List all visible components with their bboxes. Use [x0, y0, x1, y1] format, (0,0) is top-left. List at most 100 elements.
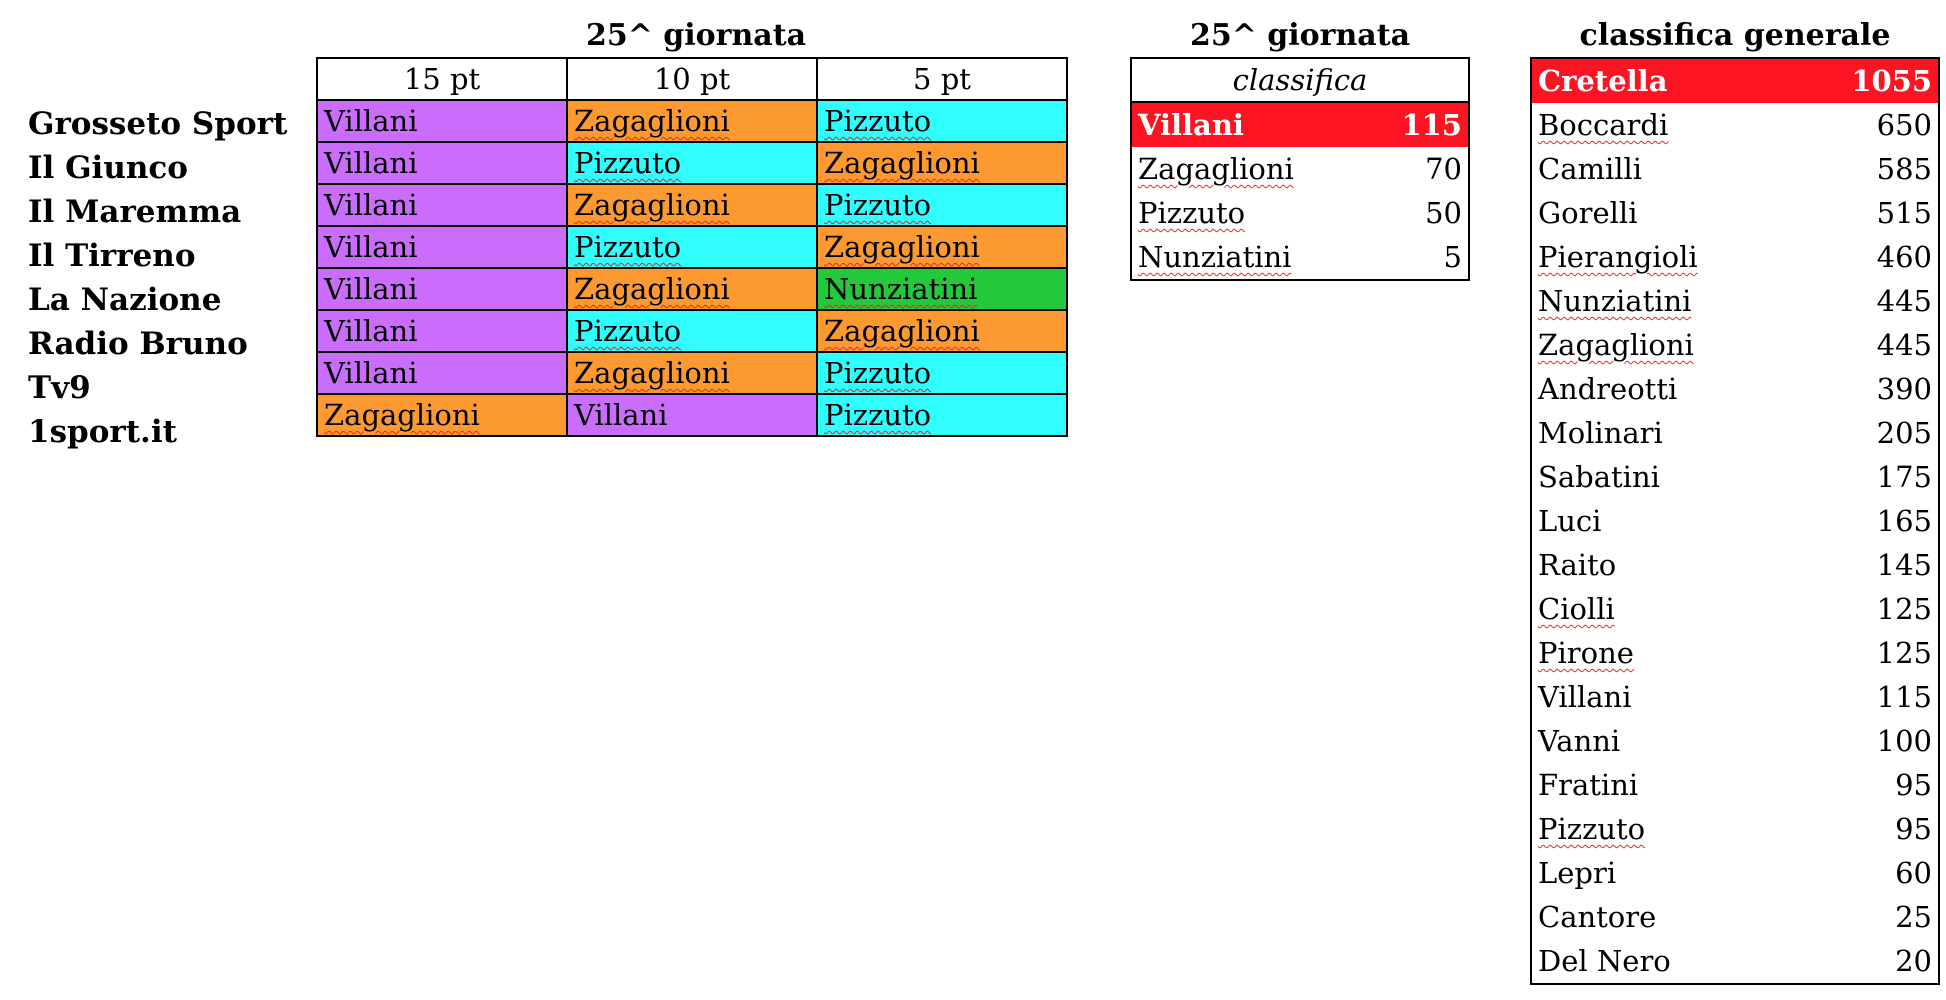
player-name: Del Nero	[1538, 944, 1671, 978]
picks-row: Zagaglioni Villani Pizzuto	[316, 393, 1068, 437]
pick-cell: Zagaglioni	[566, 99, 818, 143]
player-name: Luci	[1538, 504, 1602, 538]
pick-name: Zagaglioni	[824, 230, 980, 264]
pick-name: Pizzuto	[574, 146, 682, 180]
player-name: Cantore	[1538, 900, 1657, 934]
pick-cell: Zagaglioni	[816, 309, 1068, 353]
pick-cell: Villani	[316, 351, 568, 395]
pick-name: Pizzuto	[574, 314, 682, 348]
pick-cell: Zagaglioni	[566, 267, 818, 311]
player-name: Zagaglioni	[1138, 152, 1294, 186]
player-points: 5	[1443, 240, 1462, 274]
player-name: Molinari	[1538, 416, 1663, 450]
pick-cell: Pizzuto	[566, 225, 818, 269]
player-points: 145	[1876, 548, 1932, 582]
standings-row: Cretella 1055	[1532, 59, 1938, 103]
source-list: Grosseto Sport Il Giunco Il Maremma Il Tirr…	[28, 102, 287, 454]
player-points: 515	[1876, 196, 1932, 230]
pick-cell: Zagaglioni	[566, 183, 818, 227]
player-name: Ciolli	[1538, 592, 1615, 626]
pick-name: Zagaglioni	[574, 272, 730, 306]
player-points: 125	[1876, 592, 1932, 626]
player-name: Boccardi	[1538, 108, 1669, 142]
standings-row: Lepri 60	[1532, 851, 1938, 895]
pick-cell: Villani	[316, 141, 568, 185]
player-points: 50	[1425, 196, 1462, 230]
pick-cell: Villani	[566, 393, 818, 437]
standings-row: Cantore 25	[1532, 895, 1938, 939]
picks-row: Villani Pizzuto Zagaglioni	[316, 141, 1068, 185]
player-name: Lepri	[1538, 856, 1617, 890]
pick-name: Pizzuto	[824, 104, 932, 138]
pick-cell: Pizzuto	[816, 393, 1068, 437]
player-name: Nunziatini	[1538, 284, 1692, 318]
player-points: 95	[1895, 812, 1932, 846]
pick-cell: Villani	[316, 99, 568, 143]
source-label: Il Tirreno	[28, 238, 196, 274]
round-title: 25^ giornata	[585, 18, 807, 53]
pick-cell: Zagaglioni	[816, 225, 1068, 269]
player-points: 70	[1425, 152, 1462, 186]
player-name: Pirone	[1538, 636, 1634, 670]
standings-row: Camilli 585	[1532, 147, 1938, 191]
player-name: Andreotti	[1538, 372, 1678, 406]
source-label: Radio Bruno	[28, 326, 248, 362]
column-header: 5 pt	[816, 57, 1068, 101]
round-standings-subtitle: classifica	[1132, 59, 1468, 103]
player-name: Gorelli	[1538, 196, 1638, 230]
standings-row: Fratini 95	[1532, 763, 1938, 807]
player-name: Zagaglioni	[1538, 328, 1694, 362]
player-points: 205	[1876, 416, 1932, 450]
player-points: 445	[1876, 328, 1932, 362]
player-points: 25	[1895, 900, 1932, 934]
standings-row: Andreotti 390	[1532, 367, 1938, 411]
player-name: Sabatini	[1538, 460, 1660, 494]
source-label: La Nazione	[28, 282, 222, 318]
player-name: Camilli	[1538, 152, 1643, 186]
standings-row: Pirone 125	[1532, 631, 1938, 675]
pick-name: Zagaglioni	[824, 314, 980, 348]
player-points: 585	[1876, 152, 1932, 186]
pick-cell: Villani	[316, 267, 568, 311]
standings-row: Villani 115	[1132, 103, 1468, 147]
pick-name: Villani	[324, 272, 418, 306]
pick-cell: Pizzuto	[816, 183, 1068, 227]
pick-cell: Villani	[316, 183, 568, 227]
player-points: 445	[1876, 284, 1932, 318]
player-name: Villani	[1138, 108, 1244, 142]
pick-cell: Zagaglioni	[316, 393, 568, 437]
pick-cell: Pizzuto	[816, 99, 1068, 143]
pick-cell: Zagaglioni	[566, 351, 818, 395]
player-name: Fratini	[1538, 768, 1639, 802]
source-label: Il Maremma	[28, 194, 242, 230]
player-points: 650	[1876, 108, 1932, 142]
pick-name: Zagaglioni	[824, 146, 980, 180]
pick-name: Zagaglioni	[574, 356, 730, 390]
source-label: Il Giunco	[28, 150, 188, 186]
picks-row: Villani Zagaglioni Nunziatini	[316, 267, 1068, 311]
standings-row: Pizzuto 95	[1532, 807, 1938, 851]
player-name: Villani	[1538, 680, 1632, 714]
player-points: 115	[1876, 680, 1932, 714]
pick-name: Zagaglioni	[574, 188, 730, 222]
standings-row: Nunziatini 5	[1132, 235, 1468, 279]
pick-name: Villani	[574, 398, 668, 432]
standings-row: Boccardi 650	[1532, 103, 1938, 147]
standings-row: Luci 165	[1532, 499, 1938, 543]
player-points: 125	[1876, 636, 1932, 670]
player-points: 60	[1895, 856, 1932, 890]
pick-name: Pizzuto	[824, 398, 932, 432]
pick-cell: Nunziatini	[816, 267, 1068, 311]
pick-name: Villani	[324, 356, 418, 390]
standings-row: Zagaglioni 445	[1532, 323, 1938, 367]
picks-row: Villani Zagaglioni Pizzuto	[316, 351, 1068, 395]
pick-cell: Villani	[316, 309, 568, 353]
standings-row: Sabatini 175	[1532, 455, 1938, 499]
player-name: Cretella	[1538, 64, 1668, 98]
standings-row: Molinari 205	[1532, 411, 1938, 455]
standings-row: Pierangioli 460	[1532, 235, 1938, 279]
picks-header-row: 15 pt 10 pt 5 pt	[316, 57, 1068, 101]
standings-row: Ciolli 125	[1532, 587, 1938, 631]
source-label: 1sport.it	[28, 414, 177, 450]
picks-table: 15 pt 10 pt 5 pt Villani Zagaglioni Pizzut…	[316, 57, 1068, 437]
